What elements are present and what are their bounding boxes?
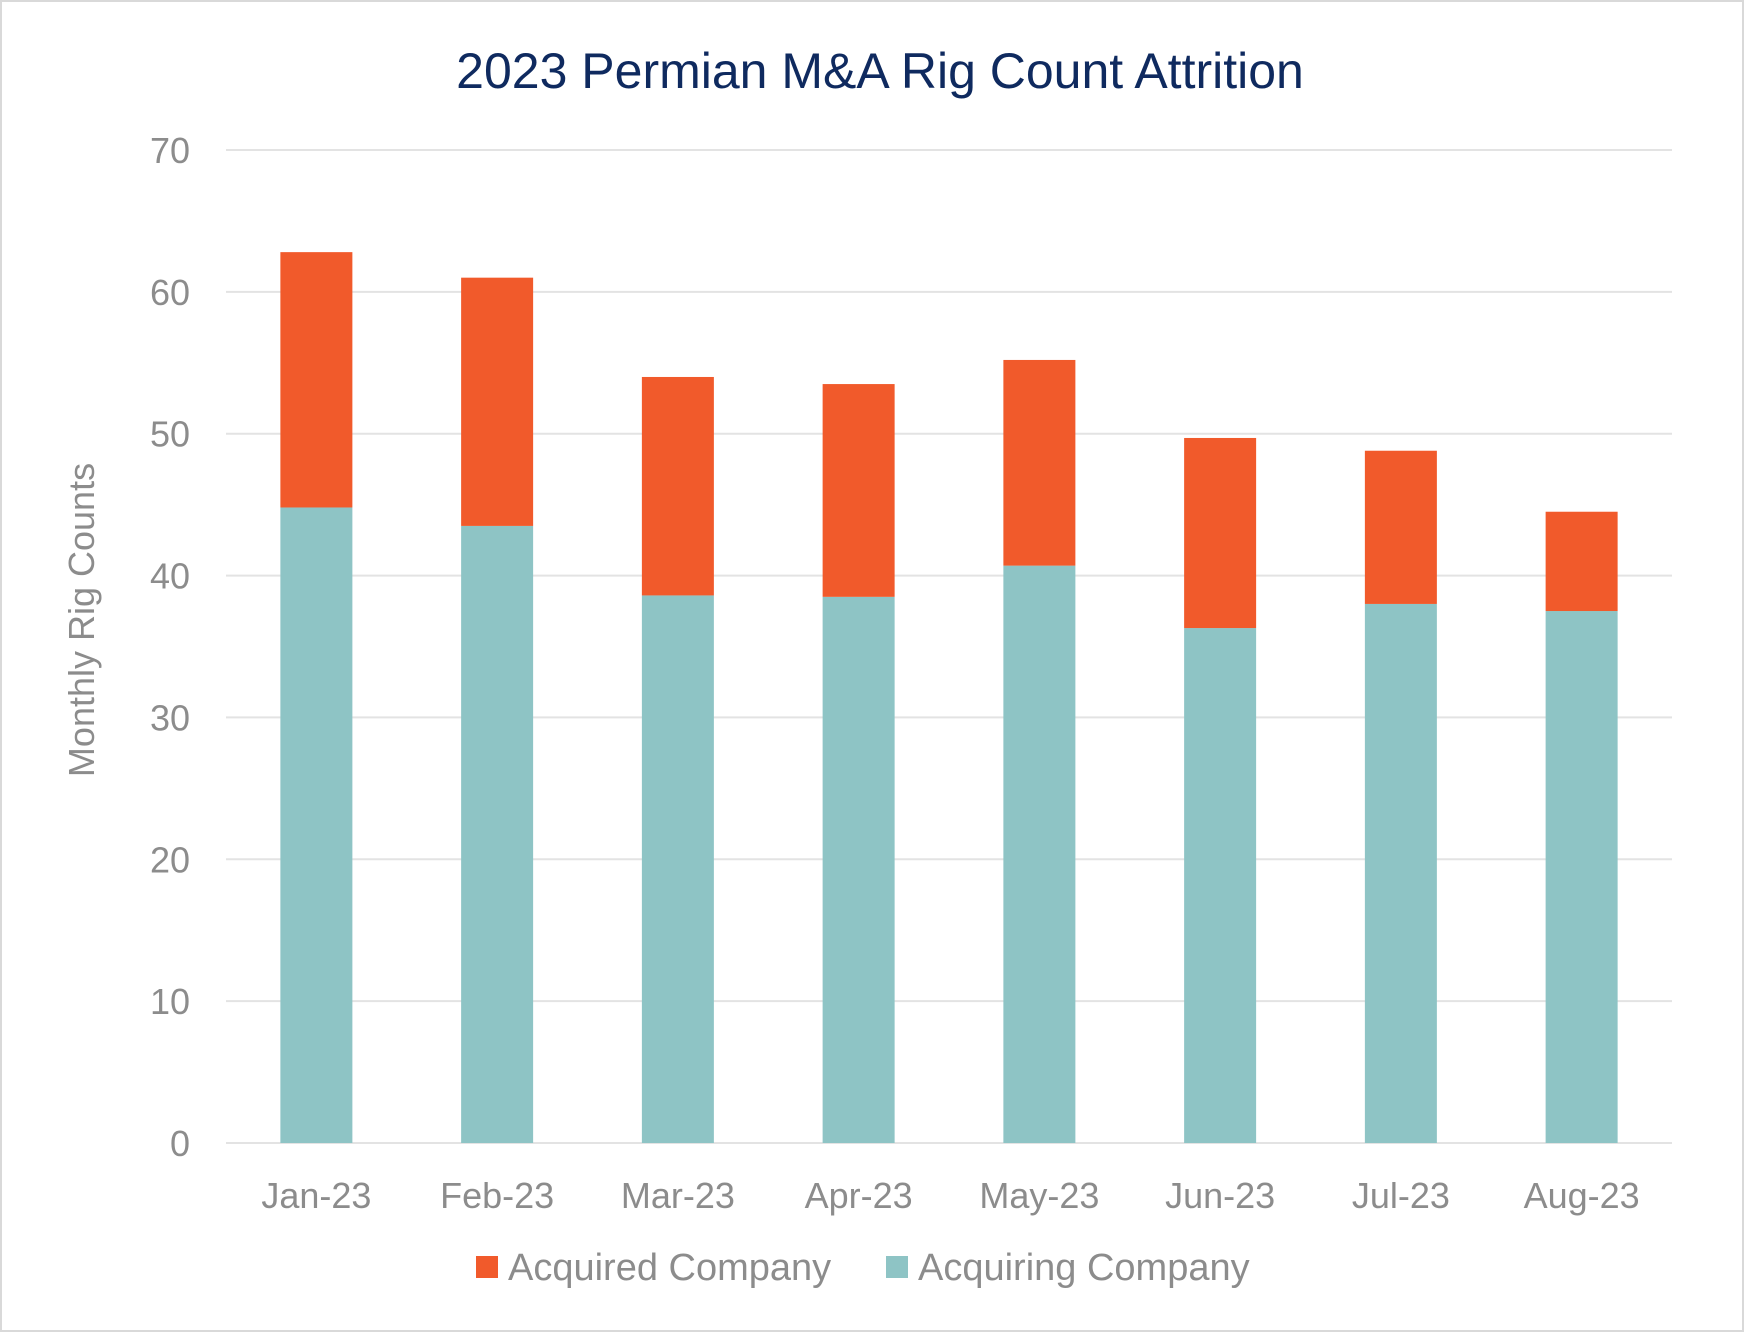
y-tick-label: 0 [170, 1123, 190, 1164]
x-tick-label: Aug-23 [1524, 1175, 1640, 1216]
bar-mar-23-acquiring-company [641, 595, 714, 1143]
bar-jan-23-acquired-company [280, 252, 353, 508]
legend-label-acquiring-company: Acquiring Company [918, 1247, 1250, 1289]
y-tick-label: 60 [150, 272, 190, 313]
bars [280, 252, 1618, 1144]
bar-may-23-acquiring-company [1003, 565, 1076, 1143]
y-tick-labels: 0 10 20 30 40 50 60 70 [150, 130, 190, 1164]
bar-jun-23-acquired-company [1184, 437, 1257, 629]
x-tick-labels: Jan-23 Feb-23 Mar-23 Apr-23 May-23 Jun-23 Jul-… [261, 1175, 1639, 1216]
bar-jun-23-acquiring-company [1184, 628, 1257, 1143]
x-tick-label: Jun-23 [1165, 1175, 1275, 1216]
gridlines [226, 149, 1672, 1144]
x-tick-label: Apr-23 [805, 1175, 913, 1216]
bar-may-23-acquired-company [1003, 359, 1076, 566]
legend-swatch-acquiring-company [886, 1256, 908, 1278]
y-axis-label: Monthly Rig Counts [61, 463, 102, 777]
chart-title: 2023 Permian M&A Rig Count Attrition [456, 43, 1304, 99]
y-tick-label: 50 [150, 414, 190, 455]
bar-jan-23-acquiring-company [280, 507, 353, 1144]
bar-feb-23-acquiring-company [461, 525, 534, 1143]
x-tick-label: Feb-23 [440, 1175, 554, 1216]
x-tick-label: Jan-23 [261, 1175, 371, 1216]
legend-swatch-acquired-company [476, 1256, 498, 1278]
bar-aug-23-acquiring-company [1545, 611, 1618, 1143]
bar-apr-23-acquired-company [822, 384, 895, 597]
legend-label-acquired-company: Acquired Company [508, 1247, 831, 1289]
y-tick-label: 10 [150, 981, 190, 1022]
bar-mar-23-acquired-company [641, 376, 714, 596]
y-tick-label: 30 [150, 697, 190, 738]
bar-apr-23-acquiring-company [822, 596, 895, 1143]
legend: Acquired Company Acquiring Company [476, 1247, 1250, 1289]
y-tick-label: 40 [150, 556, 190, 597]
x-tick-label: Mar-23 [621, 1175, 735, 1216]
bar-aug-23-acquired-company [1545, 511, 1618, 612]
bar-feb-23-acquired-company [461, 277, 534, 526]
bar-jul-23-acquired-company [1364, 450, 1437, 604]
x-tick-label: Jul-23 [1352, 1175, 1450, 1216]
y-tick-label: 70 [150, 130, 190, 171]
x-tick-label: May-23 [979, 1175, 1099, 1216]
y-tick-label: 20 [150, 839, 190, 880]
bar-jul-23-acquiring-company [1364, 603, 1437, 1143]
